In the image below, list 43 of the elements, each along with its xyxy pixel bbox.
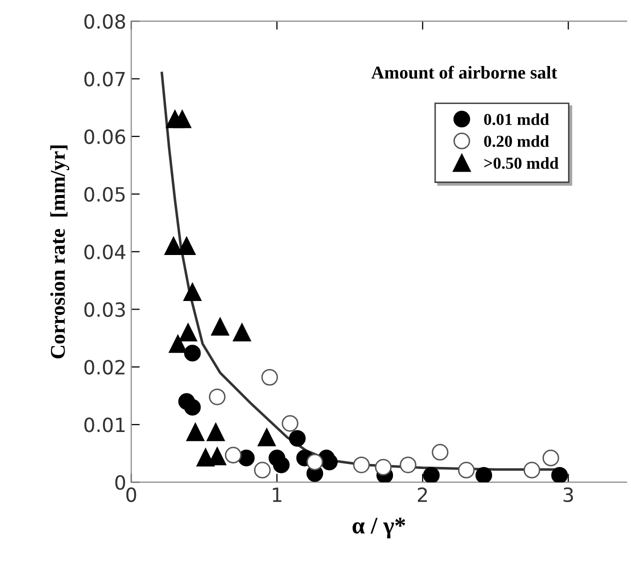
- point: [168, 334, 187, 353]
- point: [321, 454, 338, 470]
- point: [458, 462, 475, 478]
- point: [374, 458, 392, 476]
- y-axis-title: Corrosion rate [mm/yr]: [50, 146, 70, 358]
- x-axis-title: α / γ*: [352, 518, 406, 538]
- x-tick-label: 2: [418, 487, 427, 502]
- y-tick-label: 0.05: [84, 187, 125, 202]
- legend-title: Amount of airborne salt: [371, 66, 558, 79]
- legend-label: 0.01 mdd: [484, 113, 550, 126]
- legend-label: >0.50 mdd: [484, 157, 559, 169]
- point: [179, 323, 198, 342]
- point: [475, 466, 492, 482]
- x-tick-label: 1: [272, 488, 282, 502]
- point: [183, 282, 202, 302]
- point: [238, 450, 255, 466]
- y-tick-label: 0.08: [84, 14, 126, 29]
- point: [184, 344, 201, 362]
- point: [258, 428, 276, 446]
- point: [211, 318, 230, 336]
- point: [186, 423, 204, 442]
- point: [272, 456, 290, 474]
- y-tick-label: 0.04: [84, 244, 126, 260]
- point: [353, 456, 370, 474]
- y-tick-label: 0.07: [84, 72, 125, 86]
- point: [206, 423, 225, 442]
- point: [232, 323, 251, 342]
- point: [400, 456, 416, 474]
- point: [173, 110, 192, 128]
- point: [184, 398, 201, 416]
- point: [524, 462, 540, 478]
- x-tick-label: 3: [564, 487, 573, 502]
- x-tick-label: 0: [126, 487, 136, 502]
- point: [288, 430, 306, 447]
- point: [306, 454, 324, 470]
- point: [551, 466, 568, 482]
- y-tick-label: 0.06: [84, 129, 126, 144]
- y-tick-label: 0.03: [84, 302, 125, 317]
- y-tick-label: 0.02: [84, 360, 124, 375]
- y-tick-label: 0.01: [84, 418, 125, 432]
- legend-label: 0.20 mdd: [484, 135, 550, 148]
- y-tick-label: 0: [115, 475, 126, 490]
- point: [423, 466, 440, 482]
